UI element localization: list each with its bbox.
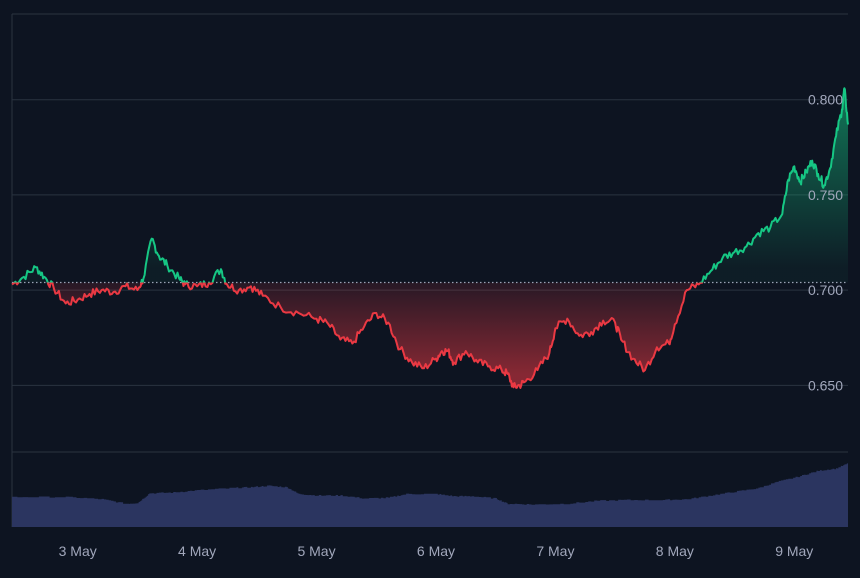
price-line-down bbox=[11, 282, 704, 389]
x-axis-ticks: 3 May 4 May 5 May 6 May 7 May 8 May 9 May bbox=[59, 543, 814, 559]
volume-area bbox=[12, 463, 848, 527]
x-tick-label: 6 May bbox=[417, 543, 455, 559]
x-tick-label: 8 May bbox=[656, 543, 694, 559]
x-tick-label: 3 May bbox=[59, 543, 97, 559]
y-tick-label: 0.700 bbox=[808, 282, 843, 298]
price-area bbox=[12, 88, 848, 388]
y-tick-label: 0.800 bbox=[808, 92, 843, 108]
y-axis-ticks: 0.650 0.700 0.750 0.800 bbox=[808, 92, 843, 394]
volume-series bbox=[12, 463, 848, 527]
price-line-up bbox=[13, 87, 849, 283]
x-tick-label: 4 May bbox=[178, 543, 216, 559]
y-tick-label: 0.650 bbox=[808, 377, 843, 393]
y-tick-label: 0.750 bbox=[808, 187, 843, 203]
area-above-baseline bbox=[12, 88, 848, 283]
x-tick-label: 7 May bbox=[536, 543, 574, 559]
price-line bbox=[11, 87, 849, 389]
x-tick-label: 5 May bbox=[297, 543, 335, 559]
area-below-baseline bbox=[12, 282, 703, 388]
x-tick-label: 9 May bbox=[775, 543, 813, 559]
